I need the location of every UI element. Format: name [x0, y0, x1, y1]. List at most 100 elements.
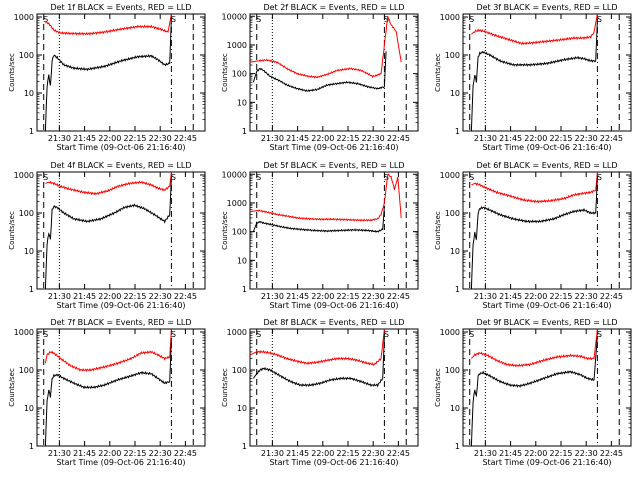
x-tick-label: 22:45 — [174, 134, 197, 143]
y-tick-label: 100 — [445, 209, 460, 218]
panel-5: Det 5f BLACK = Events, RED = LLD 1 10 100 10… — [221, 161, 419, 310]
y-axis-label: Counts/sec — [8, 368, 16, 407]
y-tick-label: 1000 — [227, 328, 247, 337]
x-tick-label: 22:00 — [98, 292, 121, 301]
y-tick-label: 1000 — [440, 13, 460, 22]
lld-rate-line — [44, 329, 172, 373]
x-tick-label: 22:30 — [362, 449, 385, 458]
y-tick-label: 1000 — [227, 199, 247, 208]
x-tick-label: 22:00 — [98, 449, 121, 458]
y-tick-label: 100 — [445, 366, 460, 375]
x-axis-label: Start Time (09-Oct-06 21:16:40) — [269, 458, 398, 467]
x-axis-label: Start Time (09-Oct-06 21:16:40) — [482, 301, 611, 310]
y-tick-label: 10 — [237, 404, 247, 413]
y-axis-label: Counts/sec — [221, 53, 229, 92]
panel-title: Det 2f BLACK = Events, RED = LLD — [263, 3, 404, 12]
x-tick-label: 21:45 — [499, 292, 522, 301]
x-tick-label: 22:15 — [336, 292, 359, 301]
panel-title: Det 5f BLACK = Events, RED = LLD — [263, 161, 404, 170]
panel-6: Det 6f BLACK = Events, RED = LLD 1 10 100 10… — [434, 161, 632, 310]
y-axis-label: Counts/sec — [434, 53, 442, 92]
s-marker: S — [384, 173, 389, 182]
y-tick-label: 100 — [232, 70, 247, 79]
x-axis-label: Start Time (09-Oct-06 21:16:40) — [56, 458, 185, 467]
y-tick-label: 1000 — [14, 328, 34, 337]
x-tick-label: 22:00 — [524, 292, 547, 301]
y-axis-label: Counts/sec — [221, 368, 229, 407]
x-tick-label: 21:30 — [48, 134, 71, 143]
s-marker: S — [469, 15, 474, 24]
y-axis-label: Counts/sec — [434, 368, 442, 407]
event-rate-line — [252, 333, 385, 388]
x-tick-label: 22:45 — [600, 292, 623, 301]
panel-title: Det 7f BLACK = Events, RED = LLD — [50, 318, 191, 327]
x-tick-label: 21:45 — [286, 292, 309, 301]
x-tick-label: 22:45 — [387, 292, 410, 301]
x-tick-label: 21:45 — [286, 449, 309, 458]
event-rate-line — [252, 205, 385, 233]
x-tick-label: 22:30 — [575, 449, 598, 458]
y-axis-label: Counts/sec — [434, 211, 442, 250]
y-tick-label: 100 — [19, 51, 34, 60]
y-tick-label: 100 — [19, 209, 34, 218]
x-tick-label: 22:15 — [336, 134, 359, 143]
s-marker: S — [469, 330, 474, 339]
x-tick-label: 21:45 — [73, 292, 96, 301]
lld-rate-line — [250, 16, 402, 79]
panel-title: Det 6f BLACK = Events, RED = LLD — [476, 161, 617, 170]
y-tick-label: 1 — [455, 127, 460, 136]
y-axis-label: Counts/sec — [221, 211, 229, 250]
x-tick-label: 22:45 — [387, 134, 410, 143]
s-marker: S — [43, 15, 48, 24]
lld-rate-line — [471, 329, 598, 368]
s-marker: S — [384, 15, 389, 24]
plot-frame — [249, 13, 419, 132]
x-tick-label: 22:00 — [311, 292, 334, 301]
y-tick-label: 1 — [29, 127, 34, 136]
x-tick-label: 21:30 — [48, 449, 71, 458]
plot-frame — [462, 328, 632, 447]
y-tick-label: 10000 — [222, 12, 247, 21]
x-tick-label: 21:30 — [48, 292, 71, 301]
x-tick-label: 22:00 — [98, 134, 121, 143]
x-tick-label: 22:30 — [575, 292, 598, 301]
s-marker: S — [256, 330, 261, 339]
s-marker: S — [597, 330, 602, 339]
s-marker: S — [384, 330, 389, 339]
plot-frame — [249, 328, 419, 447]
x-tick-label: 22:30 — [362, 292, 385, 301]
y-tick-label: 1 — [242, 285, 247, 294]
x-axis-label: Start Time (09-Oct-06 21:16:40) — [269, 143, 398, 152]
x-tick-label: 21:30 — [261, 292, 284, 301]
x-tick-label: 22:15 — [123, 134, 146, 143]
event-rate-line — [252, 51, 387, 93]
y-tick-label: 10 — [24, 247, 34, 256]
y-tick-label: 1 — [242, 442, 247, 451]
s-marker: S — [597, 173, 602, 182]
event-rate-line — [44, 16, 172, 131]
panel-9: Det 9f BLACK = Events, RED = LLD 1 10 100 10… — [434, 318, 632, 467]
lld-rate-line — [45, 14, 172, 36]
x-tick-label: 22:30 — [362, 134, 385, 143]
x-tick-label: 22:45 — [174, 449, 197, 458]
s-marker: S — [43, 173, 48, 182]
x-tick-label: 21:45 — [499, 134, 522, 143]
s-marker: S — [171, 15, 176, 24]
x-tick-label: 22:45 — [174, 292, 197, 301]
y-tick-label: 1000 — [440, 328, 460, 337]
x-tick-label: 21:30 — [474, 449, 497, 458]
x-tick-label: 22:00 — [524, 134, 547, 143]
event-rate-line — [44, 337, 172, 446]
y-tick-label: 100 — [445, 51, 460, 60]
s-marker: S — [43, 330, 48, 339]
x-tick-label: 21:30 — [261, 449, 284, 458]
x-tick-label: 22:15 — [123, 292, 146, 301]
y-tick-label: 10 — [450, 89, 460, 98]
y-axis-label: Counts/sec — [8, 211, 16, 250]
x-tick-label: 21:45 — [286, 134, 309, 143]
plot-frame — [462, 171, 632, 290]
x-tick-label: 22:45 — [600, 134, 623, 143]
y-tick-label: 1000 — [227, 41, 247, 50]
y-tick-label: 10 — [450, 247, 460, 256]
